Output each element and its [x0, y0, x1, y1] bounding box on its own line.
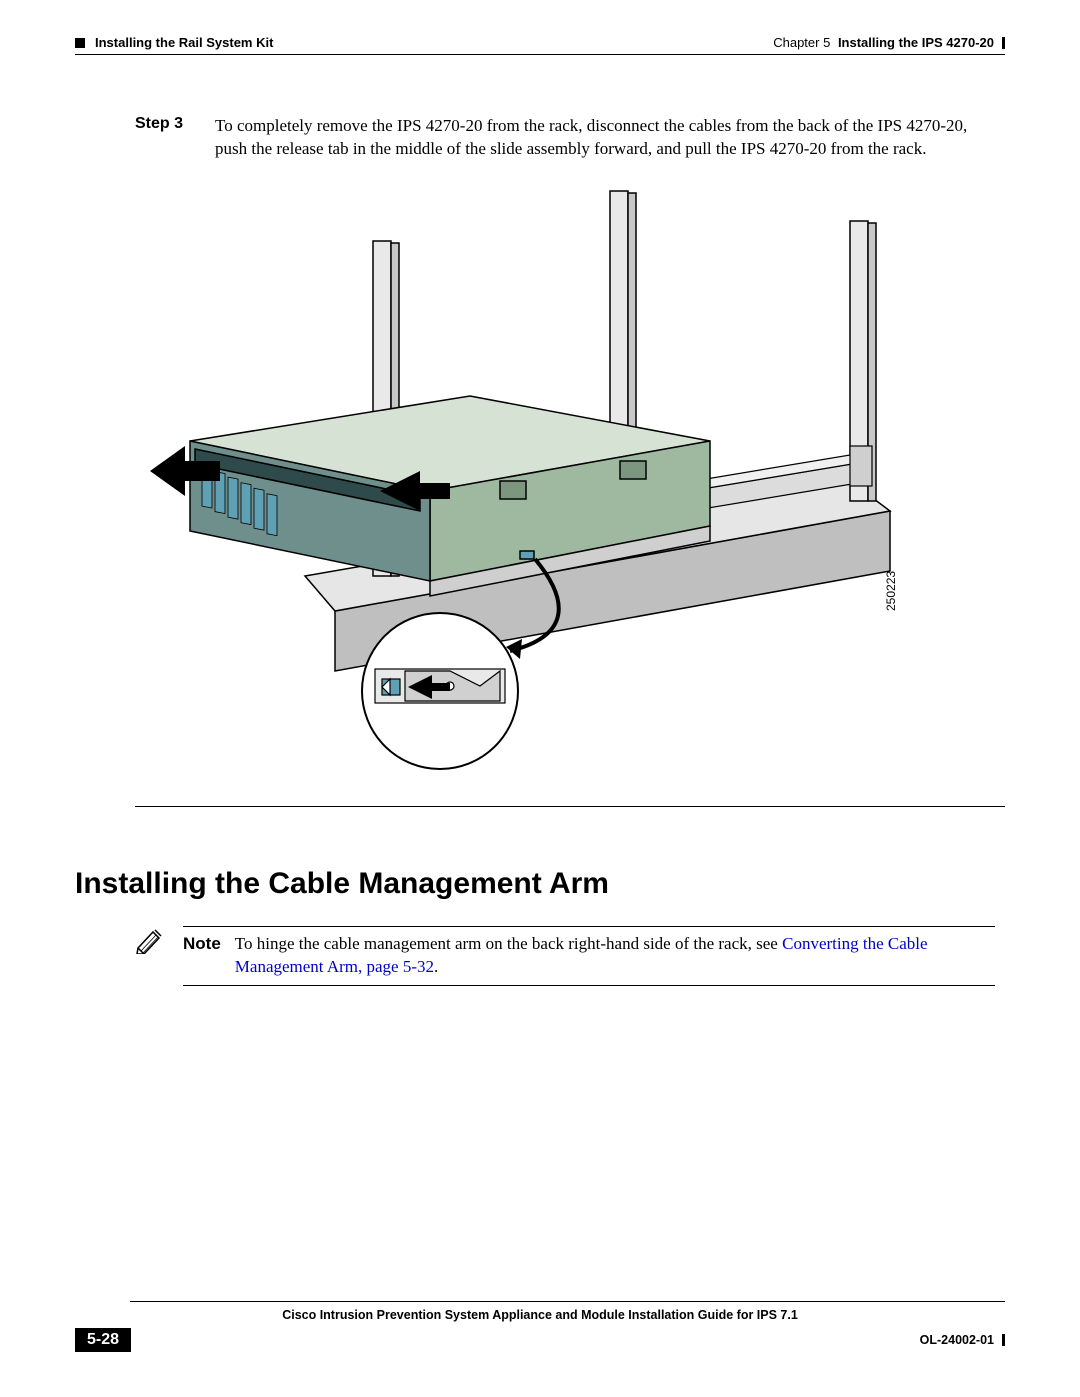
header-section-title: Installing the Rail System Kit	[95, 35, 273, 50]
chapter-label: Chapter 5	[773, 35, 830, 50]
page-header: Installing the Rail System Kit Chapter 5…	[75, 35, 1005, 50]
page-footer: Cisco Intrusion Prevention System Applia…	[75, 1301, 1005, 1352]
header-marker-icon	[75, 38, 85, 48]
header-right: Chapter 5 Installing the IPS 4270-20	[773, 35, 1005, 50]
section-rule	[135, 806, 1005, 807]
page-number-badge: 5-28	[75, 1328, 131, 1352]
note-text: To hinge the cable management arm on the…	[235, 933, 995, 979]
main-content: Step 3 To completely remove the IPS 4270…	[75, 55, 1005, 986]
step-label: Step 3	[135, 115, 195, 161]
note-bottom-rule	[183, 985, 995, 986]
doc-id-text: OL-24002-01	[920, 1333, 994, 1347]
note-top-rule	[183, 926, 995, 927]
note-pencil-icon	[135, 926, 165, 959]
figure-id: 250223	[884, 571, 898, 611]
rack-diagram-svg: 250223	[150, 181, 930, 771]
footer-guide-title: Cisco Intrusion Prevention System Applia…	[75, 1308, 1005, 1322]
footer-bar-icon	[1002, 1334, 1005, 1346]
note-suffix: .	[434, 957, 438, 976]
note-block: Note To hinge the cable management arm o…	[135, 926, 995, 986]
section-heading: Installing the Cable Management Arm	[75, 867, 1005, 901]
figure: 250223	[135, 181, 945, 776]
header-bar-icon	[1002, 37, 1005, 49]
header-left: Installing the Rail System Kit	[75, 35, 273, 50]
footer-rule	[130, 1301, 1005, 1302]
doc-id: OL-24002-01	[920, 1333, 1005, 1347]
step-block: Step 3 To completely remove the IPS 4270…	[135, 115, 995, 161]
step-text: To completely remove the IPS 4270-20 fro…	[215, 115, 995, 161]
note-prefix: To hinge the cable management arm on the…	[235, 934, 782, 953]
note-label: Note	[183, 933, 221, 979]
chapter-title: Installing the IPS 4270-20	[838, 35, 994, 50]
